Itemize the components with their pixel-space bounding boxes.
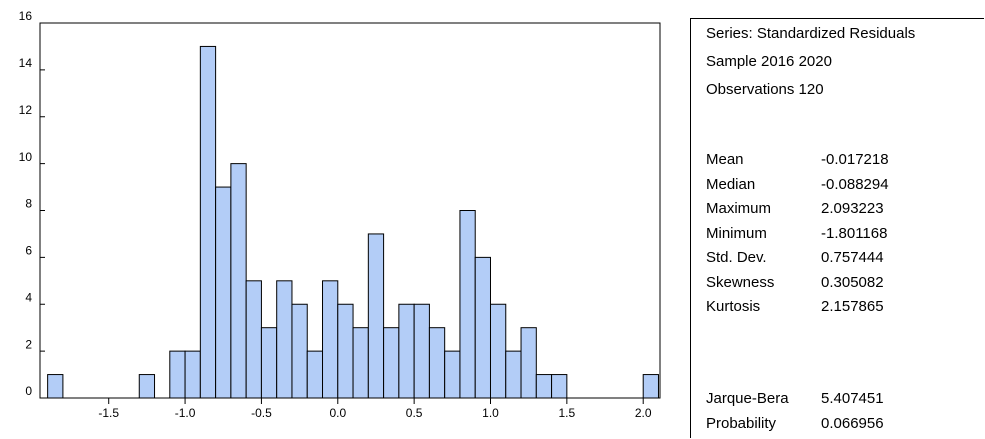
bar: [216, 187, 231, 398]
bar: [170, 351, 185, 398]
stats-header: Observations 120: [706, 81, 824, 98]
y-tick-label: 6: [25, 244, 32, 258]
x-tick-label: 2.0: [635, 406, 652, 420]
y-tick-label: 2: [25, 337, 32, 351]
bar: [460, 211, 475, 399]
stat-label: Maximum: [706, 200, 771, 217]
y-tick-label: 14: [19, 56, 33, 70]
bar: [643, 375, 658, 398]
bar: [536, 375, 551, 398]
y-tick-label: 4: [25, 290, 32, 304]
stat-value: 0.305082: [821, 274, 884, 291]
bar: [368, 234, 383, 398]
bar: [399, 304, 414, 398]
x-tick-label: -0.5: [251, 406, 272, 420]
stats-header: Series: Standardized Residuals: [706, 25, 915, 42]
x-tick-label: -1.5: [98, 406, 119, 420]
stat-value: 0.757444: [821, 249, 884, 266]
stat-label: Minimum: [706, 225, 767, 242]
bar: [338, 304, 353, 398]
histogram-chart: 0 2 4 6 8 10 12 14 16 -1.5 -1.0 -0.5 0.0 0.5 1.0 1.5 2.0: [0, 0, 680, 439]
stat-value: 5.407451: [821, 390, 884, 407]
bar: [552, 375, 567, 398]
bar: [139, 375, 154, 398]
bar: [231, 164, 246, 398]
bar: [414, 304, 429, 398]
stat-label: Probability: [706, 415, 776, 432]
stat-value: 2.157865: [821, 298, 884, 315]
stat-value: -0.017218: [821, 151, 889, 168]
bar: [429, 328, 444, 398]
bar: [48, 375, 63, 398]
y-tick-label: 12: [19, 103, 33, 117]
bar: [185, 351, 200, 398]
y-tick-label: 0: [25, 384, 32, 398]
stats-header: Sample 2016 2020: [706, 53, 832, 70]
bar: [521, 328, 536, 398]
bar: [246, 281, 261, 398]
x-tick-label: 1.0: [482, 406, 499, 420]
eviews-output: 0 2 4 6 8 10 12 14 16 -1.5 -1.0 -0.5 0.0 0.5 1.0 1.5 2.0…: [0, 0, 985, 439]
y-tick-label: 16: [19, 9, 33, 23]
stats-panel: Series: Standardized Residuals Sample 201…: [690, 18, 984, 438]
y-tick-label: 10: [19, 150, 33, 164]
stat-label: Median: [706, 176, 755, 193]
bar: [323, 281, 338, 398]
stat-value: 2.093223: [821, 200, 884, 217]
x-tick-label: -1.0: [175, 406, 196, 420]
bar: [307, 351, 322, 398]
y-tick-label: 8: [25, 197, 32, 211]
bar: [200, 46, 215, 398]
stat-value: 0.066956: [821, 415, 884, 432]
stat-label: Jarque-Bera: [706, 390, 789, 407]
bar: [353, 328, 368, 398]
bar: [506, 351, 521, 398]
x-tick-label: 0.5: [406, 406, 423, 420]
stat-value: -1.801168: [821, 225, 887, 242]
bar: [277, 281, 292, 398]
bar: [445, 351, 460, 398]
bar: [261, 328, 276, 398]
bar: [384, 328, 399, 398]
stat-value: -0.088294: [821, 176, 889, 193]
stat-label: Std. Dev.: [706, 249, 767, 266]
x-tick-label: 0.0: [329, 406, 346, 420]
bar: [490, 304, 505, 398]
stat-label: Mean: [706, 151, 744, 168]
bar: [292, 304, 307, 398]
stat-label: Kurtosis: [706, 298, 760, 315]
bar: [475, 257, 490, 398]
stat-label: Skewness: [706, 274, 774, 291]
x-tick-label: 1.5: [559, 406, 576, 420]
